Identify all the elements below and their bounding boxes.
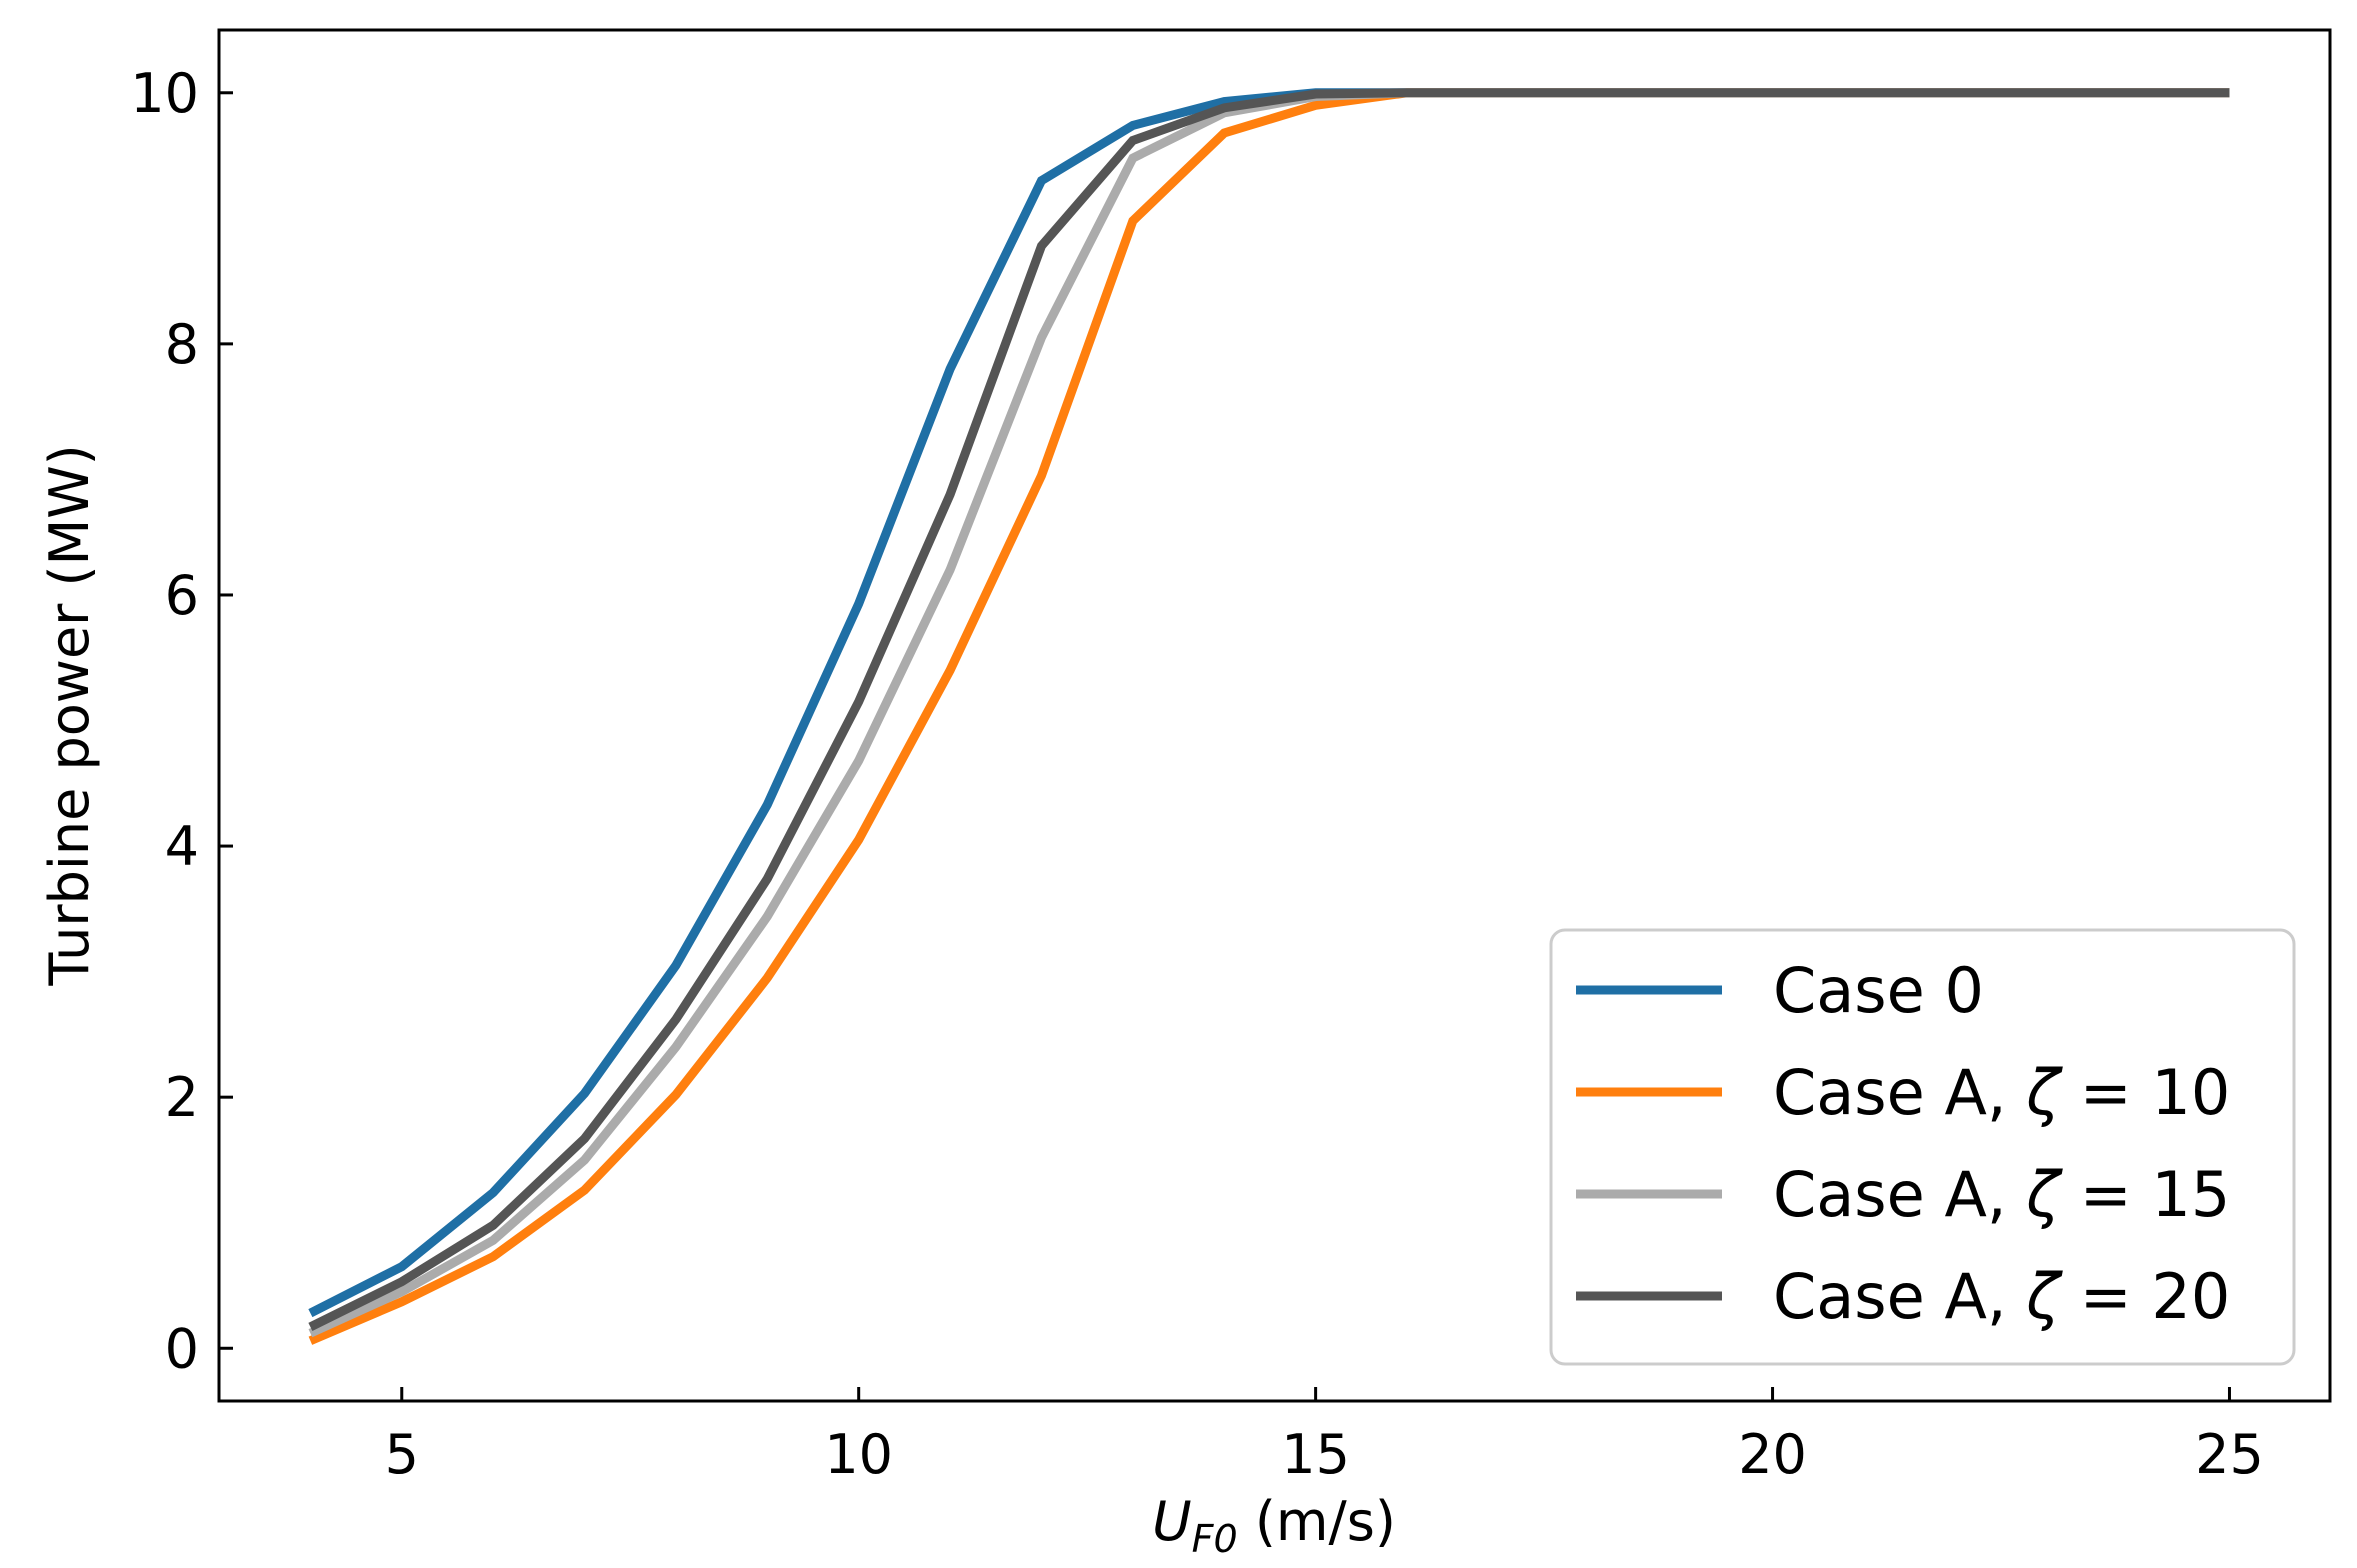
x-axis-label-unit: (m/s)	[1238, 1490, 1396, 1553]
x-tick-label-1: 10	[824, 1423, 893, 1486]
y-tick-label-4: 8	[165, 313, 199, 376]
legend-frame	[1549, 928, 2296, 1366]
series-layer	[308, 88, 2230, 1345]
legend-label-0: Case 0	[1773, 954, 1984, 1027]
series-line-3	[308, 88, 2230, 1331]
x-tick-label-0: 5	[385, 1423, 419, 1486]
plot-frame	[217, 28, 2332, 1403]
y-tick-label-5: 10	[130, 62, 199, 125]
y-tick-label-1: 2	[165, 1066, 199, 1129]
x-axis-label-sub: F0	[1192, 1517, 1238, 1561]
legend-label-3: Case A, ζ = 20	[1773, 1260, 2230, 1333]
legend-label-1: Case A, ζ = 10	[1773, 1056, 2230, 1129]
y-tick-label-3: 6	[165, 564, 199, 627]
x-tick-label-4: 25	[2195, 1423, 2264, 1486]
y-axis-label: Turbine power (MW)	[38, 444, 101, 986]
ticks-layer: 5 10 15 20 25 0 2 4 6 8 10	[130, 62, 2264, 1486]
legend: Case 0 Case A, ζ = 10 Case A, ζ = 15 Case A…	[1549, 928, 2296, 1366]
legend-items: Case 0 Case A, ζ = 10 Case A, ζ = 15 Case A…	[1576, 954, 2230, 1333]
x-tick-label-3: 20	[1738, 1423, 1807, 1486]
y-tick-label-0: 0	[165, 1317, 199, 1380]
legend-label-2: Case A, ζ = 15	[1773, 1158, 2230, 1231]
y-tick-label-2: 4	[165, 815, 199, 878]
x-axis-label: UF0 (m/s)	[1152, 1490, 1396, 1561]
x-axis-label-var: U	[1152, 1490, 1192, 1553]
x-tick-label-2: 15	[1281, 1423, 1350, 1486]
